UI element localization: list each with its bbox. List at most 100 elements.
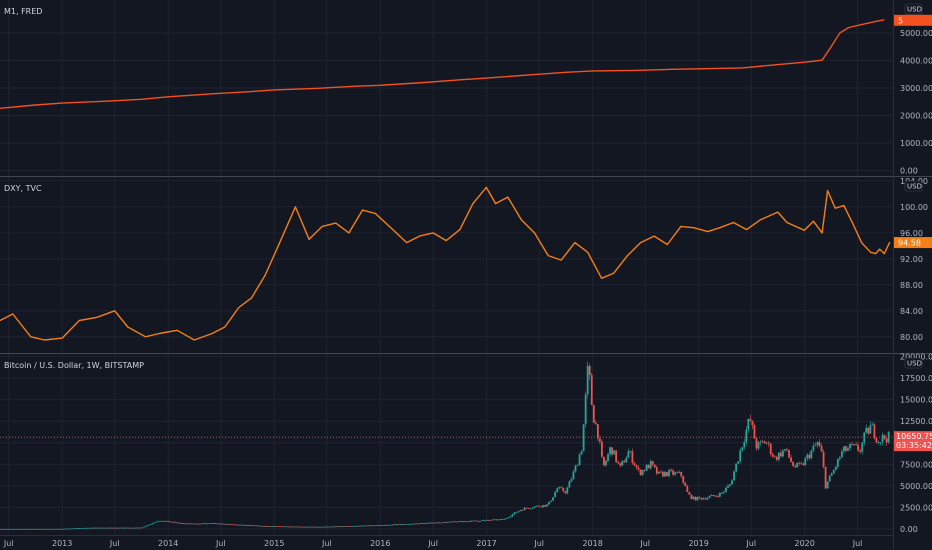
candle-body[interactable] bbox=[786, 449, 788, 450]
candle-body[interactable] bbox=[670, 470, 672, 471]
candle-body[interactable] bbox=[112, 527, 115, 529]
candle-body[interactable] bbox=[698, 496, 701, 498]
candle-body[interactable] bbox=[7, 528, 10, 530]
candle-body[interactable] bbox=[678, 471, 681, 473]
candle-body[interactable] bbox=[666, 471, 668, 477]
candle-body[interactable] bbox=[751, 420, 754, 426]
candle-body[interactable] bbox=[651, 461, 654, 465]
candle-body[interactable] bbox=[334, 526, 337, 528]
candle-body[interactable] bbox=[369, 525, 371, 527]
candle-body[interactable] bbox=[572, 471, 575, 480]
candle-body[interactable] bbox=[440, 522, 443, 524]
candle-body[interactable] bbox=[377, 525, 380, 526]
candle-body[interactable] bbox=[767, 442, 770, 444]
candle-body[interactable] bbox=[251, 525, 254, 526]
candle-body[interactable] bbox=[342, 526, 345, 528]
candle-body[interactable] bbox=[72, 528, 75, 530]
candle-body[interactable] bbox=[442, 522, 445, 523]
candle-body[interactable] bbox=[389, 524, 392, 526]
candle-body[interactable] bbox=[214, 523, 217, 525]
candle-body[interactable] bbox=[241, 524, 243, 526]
candle-body[interactable] bbox=[464, 521, 467, 523]
candle-body[interactable] bbox=[220, 523, 223, 525]
currency-tag[interactable] bbox=[904, 357, 923, 369]
candle-body[interactable] bbox=[773, 456, 776, 458]
candle-body[interactable] bbox=[49, 528, 52, 530]
candle-body[interactable] bbox=[354, 525, 357, 527]
candle-body[interactable] bbox=[43, 528, 46, 530]
pane-title[interactable]: DXY, TVC bbox=[4, 184, 42, 193]
candle-body[interactable] bbox=[62, 528, 64, 530]
candle-body[interactable] bbox=[836, 458, 839, 467]
candle-body[interactable] bbox=[635, 465, 638, 468]
candle-body[interactable] bbox=[37, 528, 40, 530]
candle-body[interactable] bbox=[127, 527, 130, 529]
candle-body[interactable] bbox=[865, 427, 868, 433]
candle-body[interactable] bbox=[847, 448, 849, 451]
candle-body[interactable] bbox=[123, 527, 125, 529]
candle-body[interactable] bbox=[822, 451, 825, 467]
candle-body[interactable] bbox=[631, 451, 634, 464]
candle-body[interactable] bbox=[509, 516, 512, 518]
candle-body[interactable] bbox=[300, 526, 302, 528]
candle-body[interactable] bbox=[269, 526, 272, 527]
candle-body[interactable] bbox=[517, 511, 520, 513]
candle-body[interactable] bbox=[550, 500, 552, 502]
candle-body[interactable] bbox=[216, 523, 219, 525]
candle-body[interactable] bbox=[287, 526, 290, 528]
candle-body[interactable] bbox=[507, 517, 510, 519]
candle-body[interactable] bbox=[668, 470, 670, 477]
candle-body[interactable] bbox=[704, 498, 707, 500]
candle-body[interactable] bbox=[434, 522, 437, 524]
series-line[interactable] bbox=[0, 19, 885, 109]
candle-body[interactable] bbox=[603, 456, 605, 466]
candle-body[interactable] bbox=[523, 507, 526, 511]
candle-body[interactable] bbox=[692, 496, 695, 499]
candle-body[interactable] bbox=[92, 527, 95, 529]
candle-body[interactable] bbox=[775, 456, 778, 460]
candle-body[interactable] bbox=[710, 494, 713, 497]
candle-body[interactable] bbox=[531, 507, 534, 509]
candle-body[interactable] bbox=[298, 526, 300, 528]
candle-body[interactable] bbox=[863, 432, 866, 443]
candle-body[interactable] bbox=[645, 464, 648, 471]
candle-body[interactable] bbox=[586, 365, 589, 395]
candle-body[interactable] bbox=[186, 523, 188, 525]
candle-body[interactable] bbox=[289, 526, 292, 528]
currency-label[interactable]: USD bbox=[907, 360, 922, 368]
candle-body[interactable] bbox=[173, 521, 176, 523]
candle-body[interactable] bbox=[415, 523, 418, 525]
candle-body[interactable] bbox=[853, 444, 855, 445]
candle-body[interactable] bbox=[45, 528, 48, 530]
candle-body[interactable] bbox=[749, 419, 752, 421]
candle-body[interactable] bbox=[664, 471, 666, 477]
candle-body[interactable] bbox=[814, 445, 817, 446]
candle-body[interactable] bbox=[462, 521, 465, 523]
candle-body[interactable] bbox=[682, 476, 685, 483]
candle-body[interactable] bbox=[808, 454, 811, 459]
candle-body[interactable] bbox=[102, 527, 105, 529]
candle-body[interactable] bbox=[279, 526, 282, 528]
candle-body[interactable] bbox=[47, 528, 50, 530]
candle-body[interactable] bbox=[387, 524, 390, 526]
candle-body[interactable] bbox=[444, 522, 447, 523]
candle-body[interactable] bbox=[277, 526, 280, 527]
candle-body[interactable] bbox=[348, 526, 351, 527]
candle-body[interactable] bbox=[885, 438, 888, 443]
candle-body[interactable] bbox=[688, 492, 691, 495]
candle-body[interactable] bbox=[184, 523, 186, 525]
candle-body[interactable] bbox=[574, 465, 577, 472]
candle-body[interactable] bbox=[283, 526, 286, 528]
candle-body[interactable] bbox=[239, 524, 241, 526]
candle-body[interactable] bbox=[483, 520, 485, 521]
candle-body[interactable] bbox=[234, 524, 237, 526]
candle-body[interactable] bbox=[611, 447, 613, 455]
candle-body[interactable] bbox=[826, 481, 829, 489]
candle-body[interactable] bbox=[481, 520, 483, 522]
candle-body[interactable] bbox=[558, 487, 561, 489]
candle-body[interactable] bbox=[743, 441, 746, 448]
candle-body[interactable] bbox=[430, 522, 433, 524]
candle-body[interactable] bbox=[792, 461, 794, 467]
candle-body[interactable] bbox=[554, 492, 557, 498]
candle-body[interactable] bbox=[314, 526, 317, 528]
